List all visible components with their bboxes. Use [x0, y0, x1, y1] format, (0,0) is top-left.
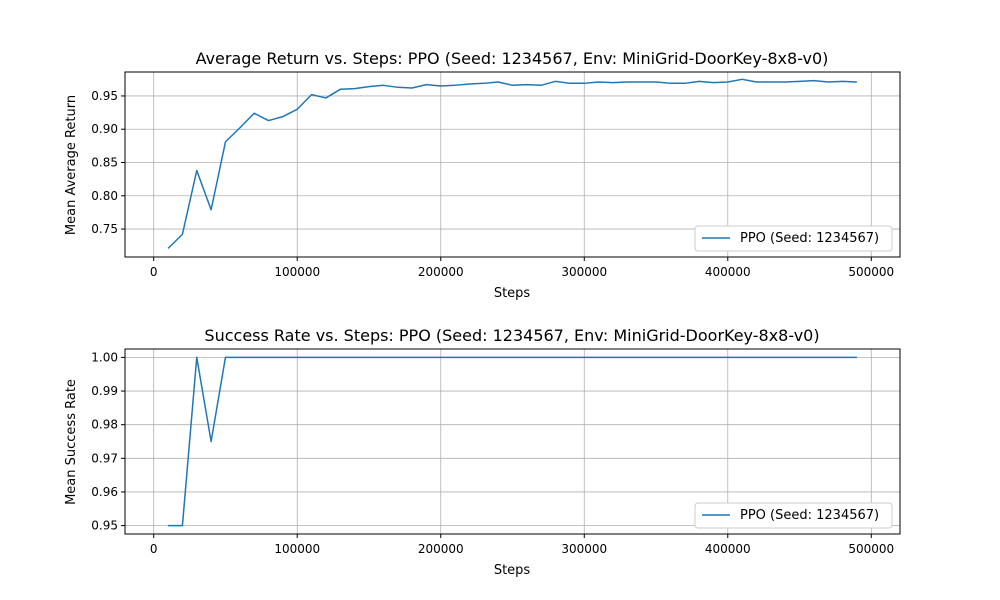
- success-chart-legend: PPO (Seed: 1234567): [694, 502, 893, 529]
- return-chart-title: Average Return vs. Steps: PPO (Seed: 123…: [196, 49, 829, 68]
- success-chart-x-tick-label: 0: [150, 542, 158, 556]
- return-chart-x-tick-label: 500000: [848, 265, 894, 279]
- return-chart-legend: PPO (Seed: 1234567): [694, 225, 893, 252]
- success-chart-series: [168, 356, 857, 527]
- return-chart-y-tick-label: 0.80: [91, 189, 118, 203]
- success-chart-y-ticks: 0.95 0.96 0.97 0.98 0.99 1.00: [91, 350, 125, 533]
- success-chart-legend-label: PPO (Seed: 1234567): [740, 508, 879, 523]
- success-chart-x-tick-label: 500000: [848, 542, 894, 556]
- return-chart-y-tick-label: 0.90: [91, 122, 118, 136]
- success-chart-y-tick-label: 0.99: [91, 384, 118, 398]
- success-chart-y-tick-label: 1.00: [91, 350, 118, 364]
- success-chart-y-tick-label: 0.98: [91, 418, 118, 432]
- return-chart-y-tick-label: 0.95: [91, 89, 118, 103]
- success-chart-x-axis-label: Steps: [494, 563, 531, 578]
- success-chart-y-axis-label: Mean Success Rate: [64, 379, 79, 505]
- return-chart-x-ticks: 0 100000 200000 300000 400000 500000: [150, 257, 894, 279]
- return-chart-grid: [125, 72, 900, 257]
- success-chart-plot-frame: [124, 348, 901, 535]
- return-chart-series: [167, 78, 857, 249]
- success-chart-x-ticks: 0 100000 200000 300000 400000 500000: [150, 534, 894, 556]
- return-chart-y-axis-label: Mean Average Return: [64, 95, 79, 235]
- success-chart-x-tick-label: 400000: [705, 542, 751, 556]
- return-chart-legend-label: PPO (Seed: 1234567): [740, 231, 879, 246]
- return-chart-x-tick-label: 200000: [418, 265, 464, 279]
- success-chart-x-tick-label: 200000: [418, 542, 464, 556]
- return-chart-plot-frame: [124, 71, 901, 258]
- return-chart-series-line: [167, 78, 857, 249]
- success-chart-x-tick-label: 300000: [561, 542, 607, 556]
- return-chart-x-tick-label: 100000: [274, 265, 320, 279]
- return-chart-x-tick-label: 300000: [561, 265, 607, 279]
- return-chart-legend-box: [694, 225, 893, 252]
- return-chart-y-ticks: 0.75 0.80 0.85 0.90 0.95: [91, 89, 125, 236]
- return-chart-panel: Average Return vs. Steps: PPO (Seed: 123…: [64, 49, 901, 301]
- success-chart-y-tick-label: 0.96: [91, 485, 118, 499]
- success-chart-x-tick-label: 100000: [274, 542, 320, 556]
- return-chart-x-tick-label: 0: [150, 265, 158, 279]
- return-chart-x-axis-label: Steps: [494, 286, 531, 301]
- return-chart-y-tick-label: 0.75: [91, 222, 118, 236]
- success-chart-panel: Success Rate vs. Steps: PPO (Seed: 12345…: [64, 326, 901, 578]
- success-chart-title: Success Rate vs. Steps: PPO (Seed: 12345…: [204, 326, 819, 345]
- success-chart-y-tick-label: 0.97: [91, 451, 118, 465]
- success-chart-y-tick-label: 0.95: [91, 519, 118, 533]
- return-chart-y-tick-label: 0.85: [91, 156, 118, 170]
- return-chart-x-tick-label: 400000: [705, 265, 751, 279]
- success-chart-series-line: [168, 356, 857, 527]
- success-chart-legend-box: [694, 502, 893, 529]
